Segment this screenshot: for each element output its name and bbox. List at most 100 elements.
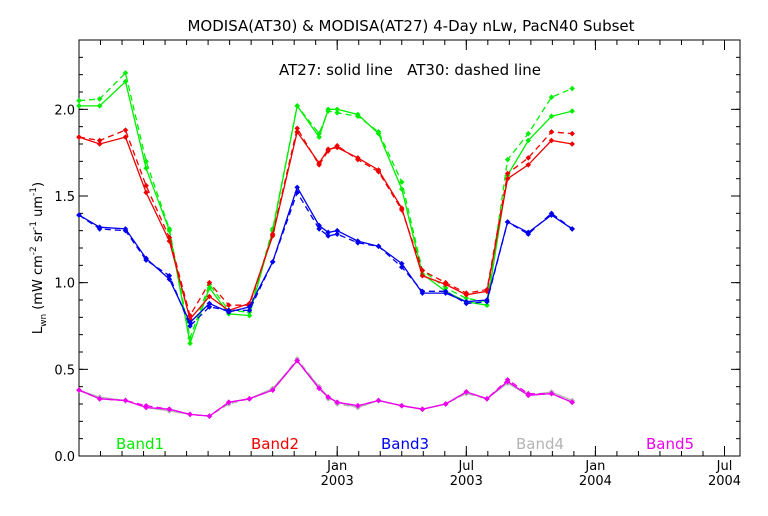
legend-band5: Band5	[646, 435, 694, 453]
band5-solid-point	[76, 387, 82, 393]
band1-solid-point	[166, 227, 173, 234]
y-tick-label: 0.5	[54, 363, 75, 378]
band3-solid-point	[143, 255, 149, 262]
legend-band4: Band4	[516, 435, 564, 453]
x-tick-month-label: Jan	[326, 459, 347, 474]
band3-solid-point	[76, 212, 82, 218]
x-tick-year-label: 2004	[579, 474, 612, 489]
band1-solid-point	[143, 165, 149, 172]
band2-solid-point	[504, 175, 511, 182]
band3-solid-point	[504, 219, 511, 225]
band3-solid-point	[187, 319, 193, 326]
band3-solid-point	[122, 226, 129, 232]
band5-solid-point	[246, 396, 253, 402]
band1-solid-point	[316, 134, 322, 140]
band3-dashed-point	[246, 307, 253, 314]
y-label-main: L	[31, 326, 46, 334]
band1-dashed-point	[569, 85, 575, 92]
band5-solid-point	[166, 406, 173, 412]
band2-solid-point	[525, 162, 532, 168]
band5-solid-point	[294, 357, 300, 364]
band2-solid-point	[355, 155, 361, 161]
band1-dashed-point	[504, 156, 511, 163]
band5-solid-point	[355, 402, 361, 409]
y-label-sup1: -2	[29, 246, 39, 255]
band3-solid-point	[375, 243, 382, 250]
band2-solid-point	[375, 167, 382, 173]
band1-solid-point	[96, 103, 103, 109]
y-label-sup3: -1	[29, 187, 39, 196]
band3-solid-point	[484, 297, 490, 303]
band3-solid-point	[442, 290, 449, 296]
band5-solid-point	[316, 385, 322, 392]
band3-solid-point	[246, 304, 253, 310]
band5-solid-point	[442, 401, 449, 407]
band5-solid-point	[206, 413, 213, 419]
band5-solid-point	[375, 397, 382, 404]
x-tick-month-label: Jul	[457, 459, 474, 474]
x-tick-year-label: 2003	[321, 474, 354, 489]
band3-solid-point	[206, 300, 213, 307]
plot-area: 0.00.51.01.52.0Jan2003Jul2003Jan2004Jul2…	[54, 39, 741, 489]
y-axis-label: Lwn(mW cm-2 sr-1 um-1)	[29, 182, 49, 334]
band1-solid-point	[325, 106, 331, 113]
band3-solid-point	[463, 298, 470, 305]
y-label-units-open: (mW cm	[31, 255, 46, 310]
band2-solid-point	[76, 134, 82, 140]
band3-solid-point	[419, 290, 426, 296]
band5-solid-point	[122, 397, 129, 404]
band2-solid-point	[325, 146, 331, 152]
series-band1	[76, 70, 575, 347]
band3-solid-point	[569, 226, 575, 232]
band5-solid-point	[569, 399, 575, 406]
band1-solid-point	[206, 285, 213, 291]
band2-solid-point	[569, 141, 575, 147]
band1-solid-point	[122, 78, 129, 85]
band5-solid-point	[548, 390, 555, 397]
band3-solid-point	[548, 212, 555, 218]
band5-solid-point	[325, 394, 331, 400]
band5-solid-point	[225, 399, 232, 406]
band1-dashed-point	[76, 97, 82, 104]
band3-solid-point	[96, 224, 103, 230]
y-label-mid2: um	[31, 196, 46, 221]
band1-dashed-point	[525, 130, 532, 137]
band1-solid-point	[569, 108, 575, 114]
band3-solid-point	[269, 259, 276, 265]
band5-solid-point	[504, 378, 511, 385]
legend-band3: Band3	[381, 435, 429, 453]
band3-dashed-point	[187, 323, 193, 329]
band3-solid-point	[225, 309, 232, 315]
band1-solid-point	[355, 111, 361, 118]
band3-solid-point	[166, 276, 173, 282]
y-label-mid1: sr	[31, 229, 46, 246]
band2-dashed-point	[225, 302, 232, 308]
plot-frame	[78, 39, 741, 457]
band3-dashed-point	[325, 233, 331, 239]
band3-solid-point	[525, 229, 532, 236]
band2-solid-point	[484, 288, 490, 295]
band2-solid-point	[442, 281, 449, 288]
band5-solid-point	[187, 411, 193, 418]
band5-solid-point	[463, 389, 470, 395]
band2-solid-point	[96, 141, 103, 147]
series-band3	[76, 184, 575, 329]
band1-solid-point	[294, 103, 300, 109]
band2-solid-point	[398, 205, 405, 211]
band3-dashed-point	[206, 304, 213, 310]
band2-solid-point	[143, 189, 149, 196]
band2-solid-point	[122, 134, 129, 140]
x-tick-month-label: Jul	[716, 459, 733, 474]
band3-solid-point	[355, 238, 361, 244]
band1-dashed-point	[122, 70, 129, 76]
band3-solid-point	[334, 227, 340, 234]
band3-solid-point	[325, 229, 331, 236]
y-label-sup2: -1	[29, 221, 39, 230]
band1-solid-point	[334, 106, 340, 113]
x-tick-month-label: Jan	[584, 459, 605, 474]
series-band2	[76, 125, 575, 322]
band2-solid-point	[463, 292, 470, 298]
band2-solid-point	[316, 160, 322, 166]
band5-solid-point	[525, 392, 532, 399]
